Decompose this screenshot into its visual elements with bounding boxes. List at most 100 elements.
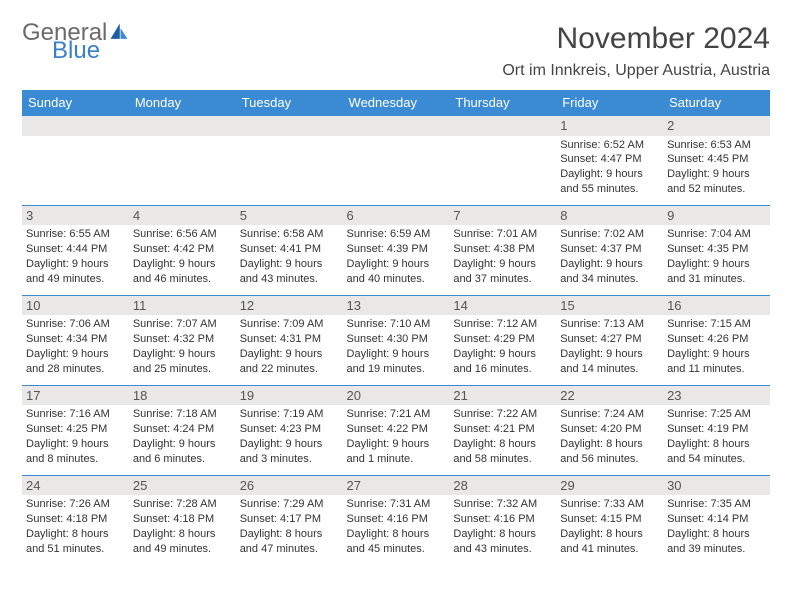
daylight-text-1: Daylight: 9 hours [453,257,552,272]
sunrise-text: Sunrise: 7:09 AM [240,317,339,332]
sunrise-text: Sunrise: 7:10 AM [347,317,446,332]
sunset-text: Sunset: 4:16 PM [347,512,446,527]
daylight-text-1: Daylight: 9 hours [26,437,125,452]
sunrise-text: Sunrise: 6:58 AM [240,227,339,242]
daylight-text-1: Daylight: 9 hours [240,257,339,272]
sunset-text: Sunset: 4:23 PM [240,422,339,437]
sunset-text: Sunset: 4:16 PM [453,512,552,527]
sunset-text: Sunset: 4:41 PM [240,242,339,257]
daylight-text-2: and 54 minutes. [667,452,766,467]
day-number: 6 [343,206,450,226]
dh-mon: Monday [129,90,236,116]
daylight-text-1: Daylight: 9 hours [347,437,446,452]
daylight-text-2: and 37 minutes. [453,272,552,287]
daylight-text-2: and 8 minutes. [26,452,125,467]
sunset-text: Sunset: 4:24 PM [133,422,232,437]
day-number: 24 [22,476,129,496]
daylight-text-2: and 39 minutes. [667,542,766,557]
daylight-text-2: and 11 minutes. [667,362,766,377]
daylight-text-1: Daylight: 9 hours [453,347,552,362]
sunrise-text: Sunrise: 7:15 AM [667,317,766,332]
day-number: 11 [129,296,236,316]
sunset-text: Sunset: 4:25 PM [26,422,125,437]
daylight-text-2: and 49 minutes. [26,272,125,287]
sunrise-text: Sunrise: 7:28 AM [133,497,232,512]
day-cell [129,116,236,206]
daylight-text-2: and 52 minutes. [667,182,766,197]
day-cell: 14Sunrise: 7:12 AMSunset: 4:29 PMDayligh… [449,295,556,385]
week-row: 3Sunrise: 6:55 AMSunset: 4:44 PMDaylight… [22,205,770,295]
day-cell: 10Sunrise: 7:06 AMSunset: 4:34 PMDayligh… [22,295,129,385]
day-cell [343,116,450,206]
daylight-text-2: and 40 minutes. [347,272,446,287]
day-cell: 22Sunrise: 7:24 AMSunset: 4:20 PMDayligh… [556,385,663,475]
daylight-text-1: Daylight: 8 hours [347,527,446,542]
sunrise-text: Sunrise: 7:07 AM [133,317,232,332]
daylight-text-2: and 55 minutes. [560,182,659,197]
day-cell: 20Sunrise: 7:21 AMSunset: 4:22 PMDayligh… [343,385,450,475]
day-cell: 21Sunrise: 7:22 AMSunset: 4:21 PMDayligh… [449,385,556,475]
day-number: 20 [343,386,450,406]
sunrise-text: Sunrise: 7:04 AM [667,227,766,242]
day-number: 18 [129,386,236,406]
day-cell: 13Sunrise: 7:10 AMSunset: 4:30 PMDayligh… [343,295,450,385]
day-cell: 15Sunrise: 7:13 AMSunset: 4:27 PMDayligh… [556,295,663,385]
day-cell: 1Sunrise: 6:52 AMSunset: 4:47 PMDaylight… [556,116,663,206]
day-cell: 23Sunrise: 7:25 AMSunset: 4:19 PMDayligh… [663,385,770,475]
day-number: 1 [556,116,663,136]
daylight-text-2: and 49 minutes. [133,542,232,557]
day-cell: 29Sunrise: 7:33 AMSunset: 4:15 PMDayligh… [556,475,663,564]
day-cell: 3Sunrise: 6:55 AMSunset: 4:44 PMDaylight… [22,205,129,295]
sunset-text: Sunset: 4:19 PM [667,422,766,437]
day-number: 17 [22,386,129,406]
daylight-text-2: and 1 minute. [347,452,446,467]
dh-tue: Tuesday [236,90,343,116]
day-number: 21 [449,386,556,406]
daylight-text-1: Daylight: 9 hours [347,257,446,272]
sunrise-text: Sunrise: 6:59 AM [347,227,446,242]
day-cell: 27Sunrise: 7:31 AMSunset: 4:16 PMDayligh… [343,475,450,564]
sunrise-text: Sunrise: 7:13 AM [560,317,659,332]
day-number: 19 [236,386,343,406]
sunrise-text: Sunrise: 6:56 AM [133,227,232,242]
day-cell: 5Sunrise: 6:58 AMSunset: 4:41 PMDaylight… [236,205,343,295]
sunrise-text: Sunrise: 7:25 AM [667,407,766,422]
sunset-text: Sunset: 4:18 PM [133,512,232,527]
sunset-text: Sunset: 4:21 PM [453,422,552,437]
day-number: 22 [556,386,663,406]
day-number: 15 [556,296,663,316]
daylight-text-2: and 22 minutes. [240,362,339,377]
daylight-text-2: and 16 minutes. [453,362,552,377]
logo: GeneralBlue [22,22,130,61]
daylight-text-2: and 41 minutes. [560,542,659,557]
day-cell: 4Sunrise: 6:56 AMSunset: 4:42 PMDaylight… [129,205,236,295]
sunrise-text: Sunrise: 7:29 AM [240,497,339,512]
calendar-table: Sunday Monday Tuesday Wednesday Thursday… [22,90,770,565]
sunrise-text: Sunrise: 7:31 AM [347,497,446,512]
sunrise-text: Sunrise: 7:21 AM [347,407,446,422]
day-cell: 30Sunrise: 7:35 AMSunset: 4:14 PMDayligh… [663,475,770,564]
daylight-text-1: Daylight: 9 hours [240,347,339,362]
daylight-text-2: and 51 minutes. [26,542,125,557]
dh-thu: Thursday [449,90,556,116]
dh-wed: Wednesday [343,90,450,116]
location-text: Ort im Innkreis, Upper Austria, Austria [502,62,770,80]
day-cell: 17Sunrise: 7:16 AMSunset: 4:25 PMDayligh… [22,385,129,475]
dh-fri: Friday [556,90,663,116]
day-cell: 11Sunrise: 7:07 AMSunset: 4:32 PMDayligh… [129,295,236,385]
day-number: 12 [236,296,343,316]
day-number: 7 [449,206,556,226]
sunset-text: Sunset: 4:34 PM [26,332,125,347]
sunset-text: Sunset: 4:14 PM [667,512,766,527]
sunrise-text: Sunrise: 6:52 AM [560,138,659,153]
sunrise-text: Sunrise: 7:24 AM [560,407,659,422]
sunrise-text: Sunrise: 7:18 AM [133,407,232,422]
daylight-text-1: Daylight: 9 hours [667,257,766,272]
sunrise-text: Sunrise: 7:33 AM [560,497,659,512]
day-number: 13 [343,296,450,316]
header: GeneralBlue November 2024 Ort im Innkrei… [22,22,770,80]
sunrise-text: Sunrise: 7:35 AM [667,497,766,512]
daylight-text-1: Daylight: 9 hours [26,347,125,362]
daylight-text-2: and 14 minutes. [560,362,659,377]
day-number: 8 [556,206,663,226]
